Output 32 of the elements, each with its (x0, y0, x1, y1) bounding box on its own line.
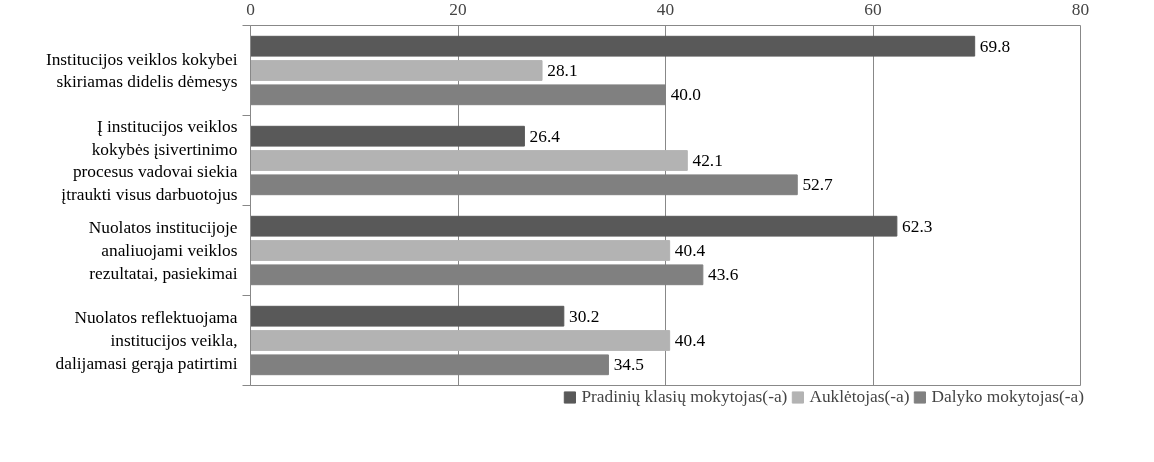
text: 43.6 (708, 265, 739, 285)
text: 40.0 (670, 85, 702, 105)
text: 42.1 (692, 151, 723, 170)
y-tick-label: Nuolatos institucijoje analiuojami veiklos rezultatai, pasiekimai (88, 218, 238, 283)
legend-label: Auklėtojas(-a) (809, 387, 910, 407)
text: 34.5 (613, 355, 644, 375)
text: 69.8 (979, 36, 1011, 56)
bar (250, 150, 688, 171)
x-tick-label: 20 (449, 0, 467, 19)
y-tick-label: Institucijos veiklos kokybei skiriamas didelis dėmesys (45, 49, 238, 92)
x-tick-label: 40 (656, 0, 675, 19)
text: 28.1 (547, 61, 578, 80)
bar (250, 215, 898, 237)
x-tick-label: 80 (1071, 0, 1090, 19)
text: 52.7 (802, 175, 833, 195)
bar (250, 240, 671, 261)
legend-label: Dalyko mokytojas(-a) (931, 387, 1084, 407)
bar (250, 35, 976, 57)
bar (250, 305, 565, 327)
text: 62.3 (902, 216, 933, 236)
text: 40.4 (674, 241, 706, 260)
x-tick-label: 60 (864, 0, 882, 19)
text: 40.4 (674, 331, 706, 350)
bar (250, 60, 543, 81)
y-tick-label: Į institucijos veiklos kokybės įsivertinimo procesus vadovai siekia įtraukti visus darbuotojus (61, 116, 238, 205)
x-tick-label: 0 (246, 0, 255, 19)
y-tick-label: Nuolatos reflektuojama institucijos veikla, dalijamasi gerąja patirtimi (55, 308, 238, 373)
bar (250, 125, 525, 147)
legend-label: Pradinių klasių mokytojas(-a) (581, 387, 788, 407)
text: 26.4 (529, 126, 560, 146)
text: 30.2 (569, 306, 600, 326)
bar (250, 330, 671, 351)
